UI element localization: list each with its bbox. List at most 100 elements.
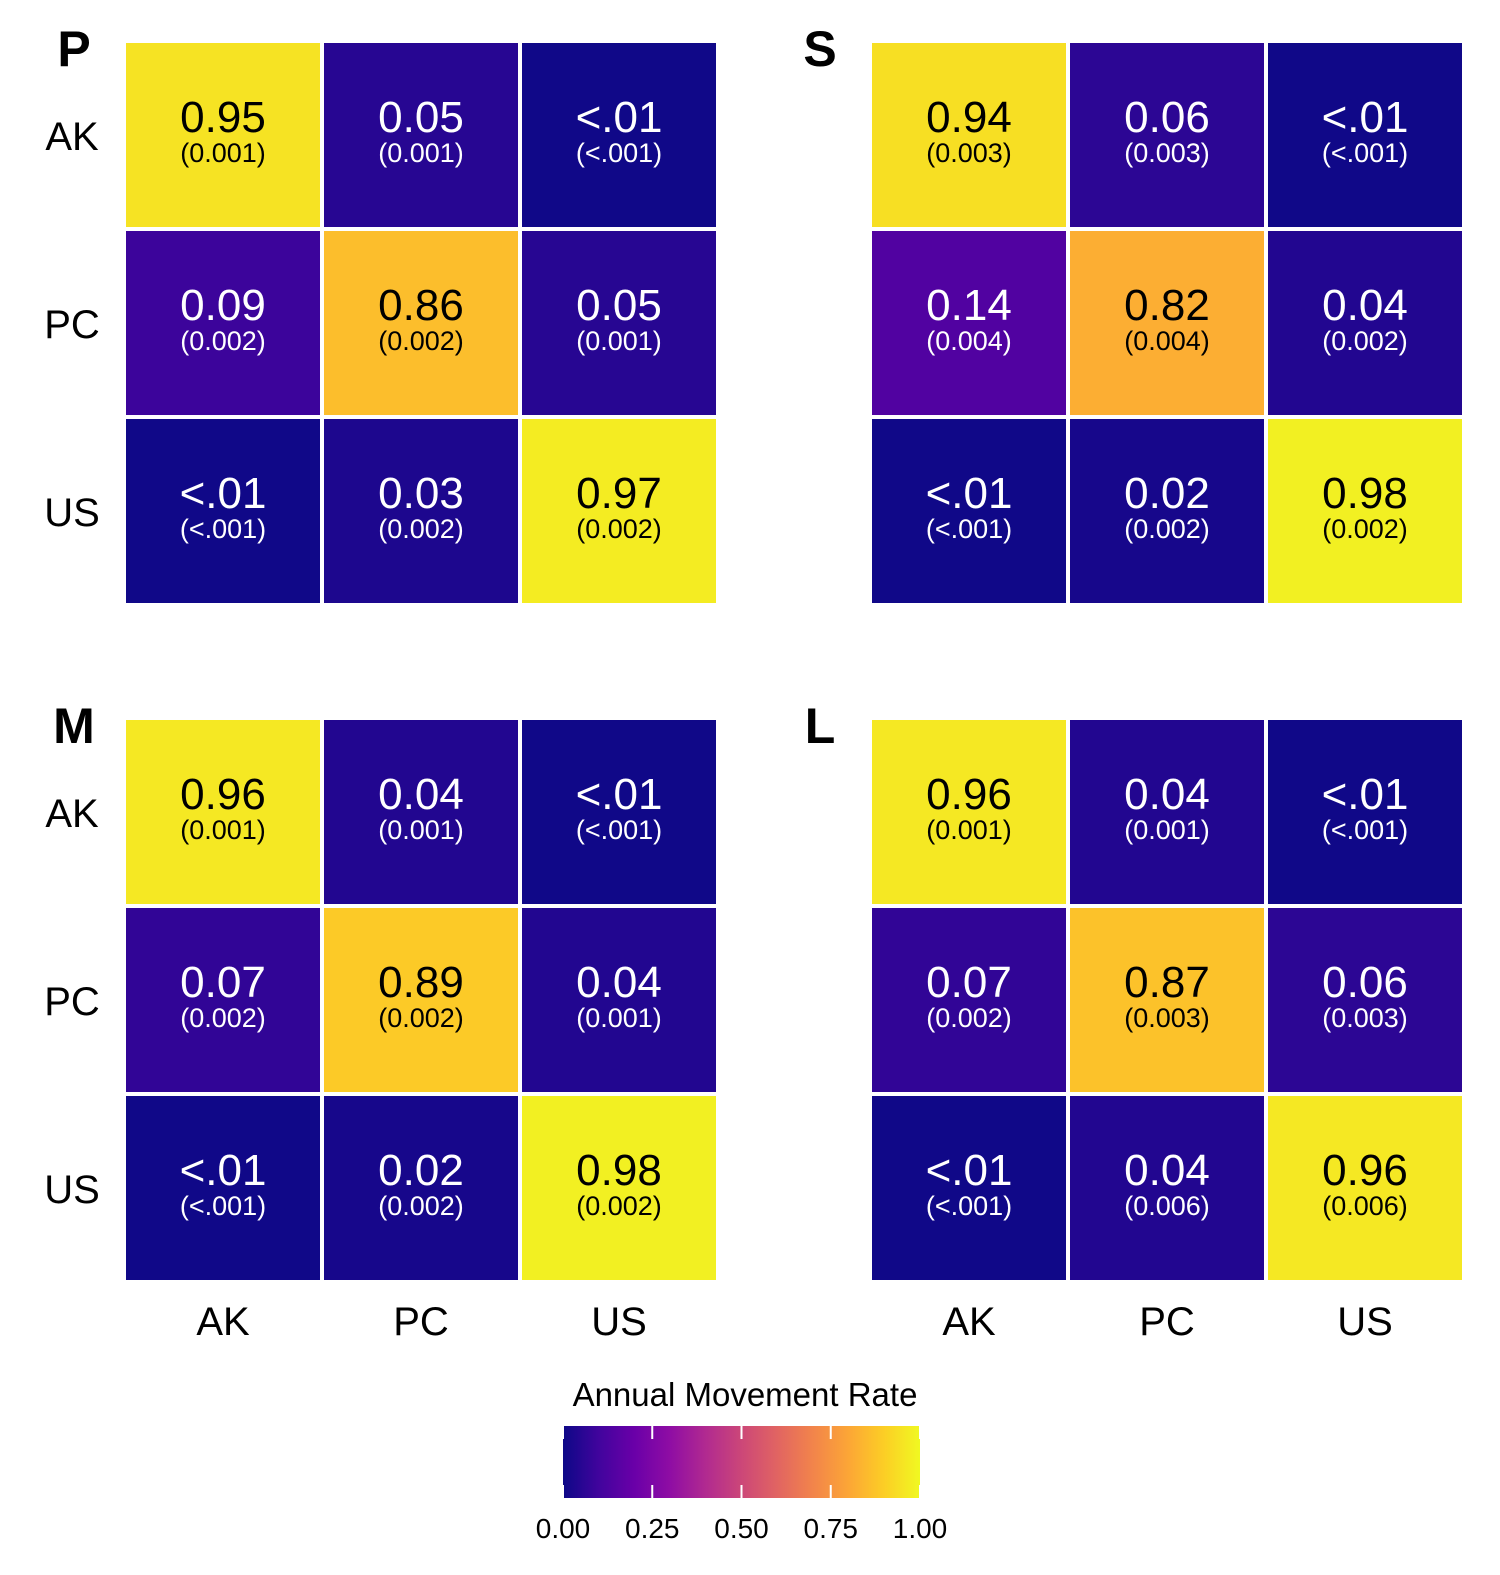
cell-value: 0.86 (378, 281, 464, 330)
heatmap-panels: P0.95(0.001)0.05(0.001)<.01(<.001)0.09(0… (44, 21, 1462, 1344)
cell-value: 0.97 (576, 469, 662, 518)
cell-se: (0.001) (180, 138, 266, 168)
cell-value: <.01 (180, 469, 267, 518)
cell-value: 0.04 (378, 770, 464, 819)
heatmap-cell (1268, 908, 1462, 1092)
cell-se: (0.001) (378, 815, 464, 845)
legend-ticks: 0.00 0.25 0.50 0.75 1.00 (536, 1426, 948, 1544)
heatmap-cell (1268, 43, 1462, 227)
cell-value: 0.06 (1322, 958, 1408, 1007)
cell-se: (0.002) (1124, 514, 1210, 544)
cell-value: 0.96 (926, 770, 1012, 819)
legend-tick-label: 0.75 (804, 1513, 859, 1544)
cell-se: (0.002) (378, 514, 464, 544)
y-tick-label: US (44, 1168, 100, 1212)
cell-se: (<.001) (576, 138, 662, 168)
cell-value: <.01 (576, 93, 663, 142)
heatmap-cell (1268, 720, 1462, 904)
cell-value: 0.96 (180, 770, 266, 819)
cell-se: (0.001) (926, 815, 1012, 845)
cell-value: 0.04 (1124, 1146, 1210, 1195)
cell-se: (0.002) (576, 1191, 662, 1221)
cell-se: (0.002) (180, 326, 266, 356)
cell-value: <.01 (1322, 93, 1409, 142)
panel-s: S0.94(0.003)0.06(0.003)<.01(<.001)0.14(0… (803, 21, 1462, 603)
heatmap-cell (126, 419, 320, 603)
cell-value: 0.02 (378, 1146, 464, 1195)
heatmap-cell (324, 231, 518, 415)
cell-value: 0.94 (926, 93, 1012, 142)
x-tick-label: US (591, 1300, 647, 1344)
cell-se: (0.001) (1124, 815, 1210, 845)
cell-se: (<.001) (180, 1191, 266, 1221)
cell-se: (0.002) (378, 1191, 464, 1221)
cell-se: (0.001) (378, 138, 464, 168)
y-tick-label: AK (45, 115, 99, 159)
heatmap-cell (324, 419, 518, 603)
panel-label: S (803, 21, 836, 77)
heatmap-cell (522, 419, 716, 603)
heatmap-cell (324, 720, 518, 904)
x-tick-label: AK (942, 1300, 996, 1344)
heatmap-cell (126, 908, 320, 1092)
panel-label: L (805, 698, 836, 754)
cell-value: 0.07 (180, 958, 266, 1007)
heatmap-cell (872, 720, 1066, 904)
legend-title: Annual Movement Rate (573, 1376, 918, 1413)
heatmap-cell (1268, 231, 1462, 415)
cell-value: <.01 (180, 1146, 267, 1195)
cell-se: (<.001) (1322, 815, 1408, 845)
legend-tick-label: 0.25 (625, 1513, 680, 1544)
cell-value: 0.06 (1124, 93, 1210, 142)
cell-value: 0.07 (926, 958, 1012, 1007)
cell-value: 0.87 (1124, 958, 1210, 1007)
y-tick-label: AK (45, 792, 99, 836)
cell-se: (0.001) (180, 815, 266, 845)
heatmap-cell (324, 908, 518, 1092)
cell-value: 0.04 (1322, 281, 1408, 330)
cell-value: 0.02 (1124, 469, 1210, 518)
heatmap-cell (126, 231, 320, 415)
cell-se: (0.006) (1322, 1191, 1408, 1221)
cell-value: 0.04 (576, 958, 662, 1007)
cell-value: 0.05 (378, 93, 464, 142)
panel-label: P (57, 21, 90, 77)
cell-se: (0.004) (926, 326, 1012, 356)
heatmap-cell (1070, 1096, 1264, 1280)
cell-se: (0.002) (378, 1003, 464, 1033)
cell-value: 0.09 (180, 281, 266, 330)
legend-tick-label: 0.00 (536, 1513, 591, 1544)
cell-value: <.01 (926, 1146, 1013, 1195)
cell-value: 0.04 (1124, 770, 1210, 819)
cell-se: (0.003) (1322, 1003, 1408, 1033)
cell-se: (0.004) (1124, 326, 1210, 356)
panel-l: L0.96(0.001)0.04(0.001)<.01(<.001)0.07(0… (805, 698, 1462, 1344)
heatmap-cell (126, 1096, 320, 1280)
x-tick-label: US (1337, 1300, 1393, 1344)
cell-se: (0.002) (378, 326, 464, 356)
heatmap-cell (522, 1096, 716, 1280)
y-tick-label: PC (44, 303, 100, 347)
cell-se: (<.001) (926, 514, 1012, 544)
legend-tick-label: 1.00 (893, 1513, 948, 1544)
heatmap-cell (872, 1096, 1066, 1280)
heatmap-cell (872, 419, 1066, 603)
cell-se: (0.002) (1322, 514, 1408, 544)
cell-value: 0.89 (378, 958, 464, 1007)
panel-m: M0.96(0.001)0.04(0.001)<.01(<.001)0.07(0… (44, 698, 716, 1344)
cell-se: (0.001) (576, 1003, 662, 1033)
x-tick-label: PC (393, 1300, 449, 1344)
cell-value: 0.95 (180, 93, 266, 142)
cell-se: (0.003) (1124, 138, 1210, 168)
heatmap-cell (126, 720, 320, 904)
heatmap-cell (1070, 908, 1264, 1092)
cell-se: (0.001) (576, 326, 662, 356)
cell-value: 0.05 (576, 281, 662, 330)
heatmap-cell (1268, 1096, 1462, 1280)
heatmap-cell (522, 908, 716, 1092)
cell-se: (0.002) (1322, 326, 1408, 356)
panel-p: P0.95(0.001)0.05(0.001)<.01(<.001)0.09(0… (44, 21, 716, 603)
heatmap-cell (324, 43, 518, 227)
panel-label: M (53, 698, 95, 754)
cell-value: <.01 (1322, 770, 1409, 819)
